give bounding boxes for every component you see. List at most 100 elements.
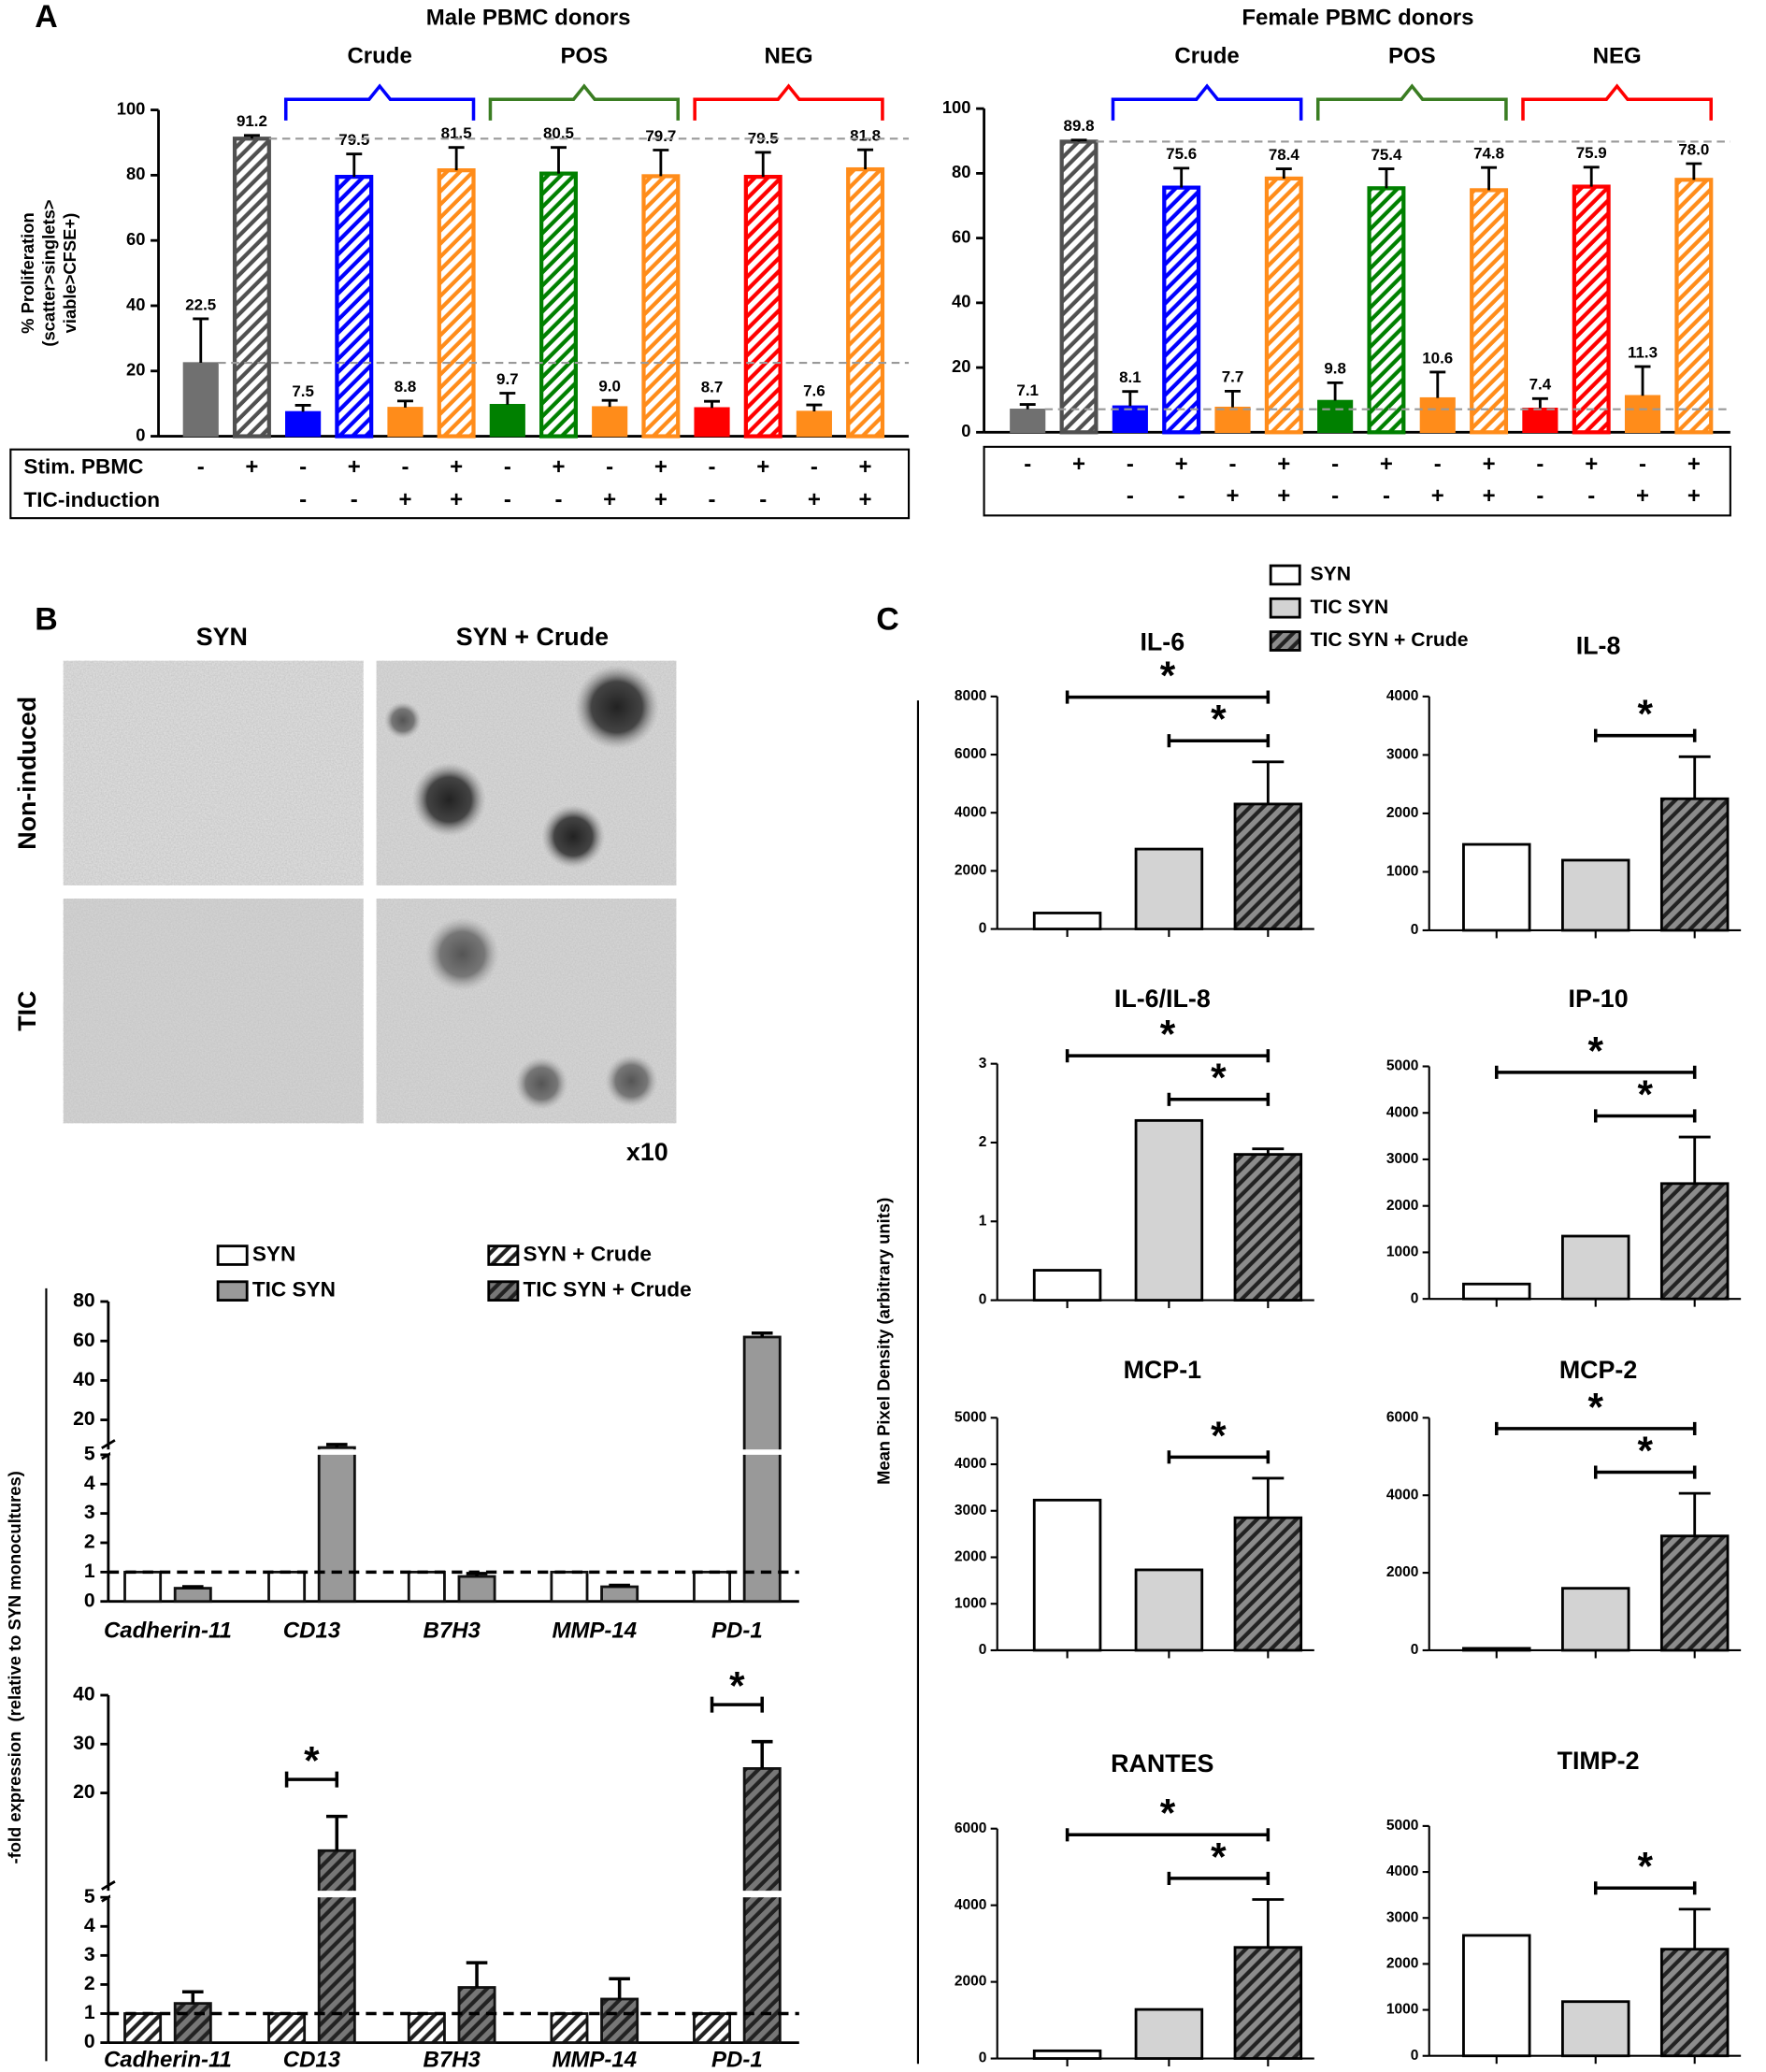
condition-sign: -: [299, 454, 307, 480]
axis-break: [101, 1439, 116, 1450]
condition-sign: -: [1383, 483, 1390, 509]
condition-sign: -: [709, 454, 716, 480]
legend-label: TIC SYN + Crude: [1311, 629, 1469, 651]
error-bar: [1173, 166, 1190, 188]
y-tick-label: 4000: [1386, 688, 1419, 704]
error-bar: [1531, 396, 1548, 409]
group-bracket: [283, 83, 476, 121]
significance-label: *: [1211, 1056, 1227, 1100]
error-bar: [325, 1443, 348, 1448]
condition-sign: +: [808, 487, 821, 512]
significance-bracket: [1495, 1065, 1697, 1079]
y-tick-label: 6000: [1386, 1409, 1419, 1425]
bar: [407, 1570, 446, 1604]
y-tick-label: 100: [942, 97, 971, 117]
value-label: 10.6: [1422, 349, 1453, 367]
bar: [550, 2012, 589, 2045]
bar: [407, 2012, 446, 2045]
value-label: 79.5: [338, 131, 369, 149]
value-label: 7.5: [292, 382, 314, 400]
value-label: 81.8: [850, 127, 881, 145]
bar: [742, 1767, 782, 2045]
bar: [317, 1849, 356, 2045]
y-tick-label: 6000: [955, 1820, 987, 1836]
y-tick-label: 0: [979, 1292, 987, 1308]
condition-sign: -: [197, 454, 205, 480]
value-label: 22.5: [185, 295, 216, 313]
significance-label: *: [1160, 654, 1176, 698]
y-tick-label: 0: [1411, 1642, 1419, 1658]
condition-sign: +: [1636, 483, 1649, 509]
bar: [600, 1585, 639, 1604]
error-bar: [346, 152, 363, 178]
y-tick-label: 1000: [1386, 1245, 1419, 1260]
x-tick-label: CD13: [283, 1619, 341, 1644]
condition-sign: +: [859, 454, 872, 480]
bar: [1561, 1587, 1630, 1652]
y-tick-label: 6000: [955, 746, 987, 762]
column-title: SYN: [196, 623, 248, 651]
error-bar: [806, 403, 823, 412]
y-axis-label: (scatter>singlets>: [39, 199, 59, 346]
condition-sign: +: [1585, 452, 1598, 477]
bar: [182, 362, 219, 438]
error-bar: [448, 146, 465, 171]
y-tick-label: 2: [84, 1973, 95, 1994]
condition-sign: +: [552, 454, 565, 480]
bar: [742, 1335, 782, 1604]
significance-bracket: [1065, 690, 1271, 704]
value-label: 9.8: [1324, 360, 1346, 378]
condition-sign: +: [1483, 483, 1496, 509]
legend-label: SYN: [252, 1243, 295, 1266]
bar: [1059, 139, 1098, 435]
chart-title: MCP-1: [1124, 1356, 1202, 1384]
bar: [1233, 802, 1303, 930]
y-tick-label: 3000: [1386, 747, 1419, 763]
y-axis-label: % Proliferation: [18, 212, 37, 334]
error-bar: [1275, 167, 1292, 179]
legend-swatch: [1269, 597, 1301, 619]
value-label: 11.3: [1628, 343, 1658, 361]
condition-sign: +: [450, 487, 463, 512]
bar: [1214, 406, 1251, 434]
bar: [1317, 399, 1354, 434]
condition-sign: -: [709, 487, 716, 512]
x-tick-label: Cadherin-11: [104, 1619, 232, 1644]
group-bracket: [488, 83, 680, 121]
bar: [1561, 858, 1630, 932]
condition-sign: -: [1228, 452, 1236, 477]
panel-label: B: [35, 601, 57, 637]
condition-sign: -: [504, 454, 511, 480]
x-tick-label: B7H3: [424, 1619, 481, 1644]
bar: [1462, 842, 1531, 932]
bar: [489, 404, 525, 438]
significance-label: *: [1637, 1845, 1653, 1889]
bar: [267, 1570, 307, 1604]
significance-label: *: [1637, 1072, 1653, 1116]
group-label: Crude: [1174, 43, 1239, 68]
y-axis-label: Mean Pixel Density (arbitrary units): [873, 1198, 893, 1485]
y-tick-label: 8000: [955, 688, 987, 704]
spheroid: [574, 664, 660, 750]
condition-sign: +: [1277, 452, 1290, 477]
spheroid: [411, 762, 486, 837]
y-tick-label: 4000: [955, 804, 987, 820]
bar: [1659, 797, 1730, 932]
y-tick-label: 0: [1411, 1290, 1419, 1306]
condition-sign: -: [1331, 452, 1339, 477]
bar: [1624, 395, 1661, 434]
y-tick-label: 3000: [1386, 1909, 1419, 1925]
bar: [1264, 176, 1303, 435]
condition-sign: -: [1434, 452, 1442, 477]
significance-label: *: [1211, 1414, 1227, 1458]
significance-label: *: [1587, 1029, 1603, 1072]
bar: [1032, 912, 1102, 930]
bar: [1470, 188, 1509, 435]
y-tick-label: 2000: [1386, 1564, 1419, 1580]
row-title: Non-induced: [13, 697, 41, 850]
condition-sign: -: [759, 487, 767, 512]
condition-sign: -: [1536, 483, 1543, 509]
condition-table: [983, 445, 1731, 517]
value-label: 9.7: [496, 370, 519, 388]
bar: [173, 2002, 212, 2045]
